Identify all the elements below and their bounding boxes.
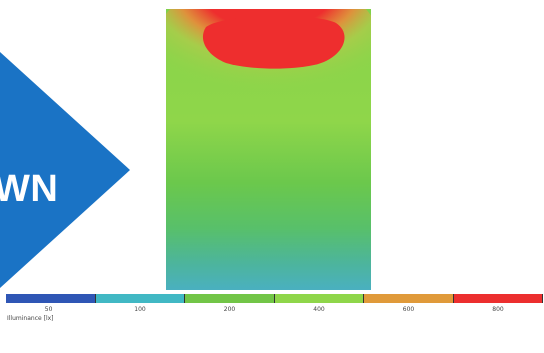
legend-tick-label: 200 (223, 306, 236, 313)
illuminance-legend-bar (6, 294, 543, 303)
legend-segment (453, 294, 543, 303)
legend-segment (274, 294, 364, 303)
arrow-text: WN (0, 168, 59, 210)
legend-tick-label: 100 (134, 306, 146, 313)
legend-segment (364, 294, 454, 303)
legend-segment (185, 294, 275, 303)
arrow-shape (0, 0, 130, 288)
legend-tick-label: 400 (313, 306, 325, 313)
illuminance-heatmap (166, 9, 371, 290)
legend-tick-label: 600 (402, 306, 415, 313)
legend-tick-label: 50 (44, 306, 53, 313)
legend-segment (6, 294, 96, 303)
legend-title: Illuminance [lx] (7, 315, 54, 322)
hot-zone (202, 15, 345, 69)
legend-tick-label: 800 (492, 306, 504, 313)
legend-segment (95, 294, 185, 303)
